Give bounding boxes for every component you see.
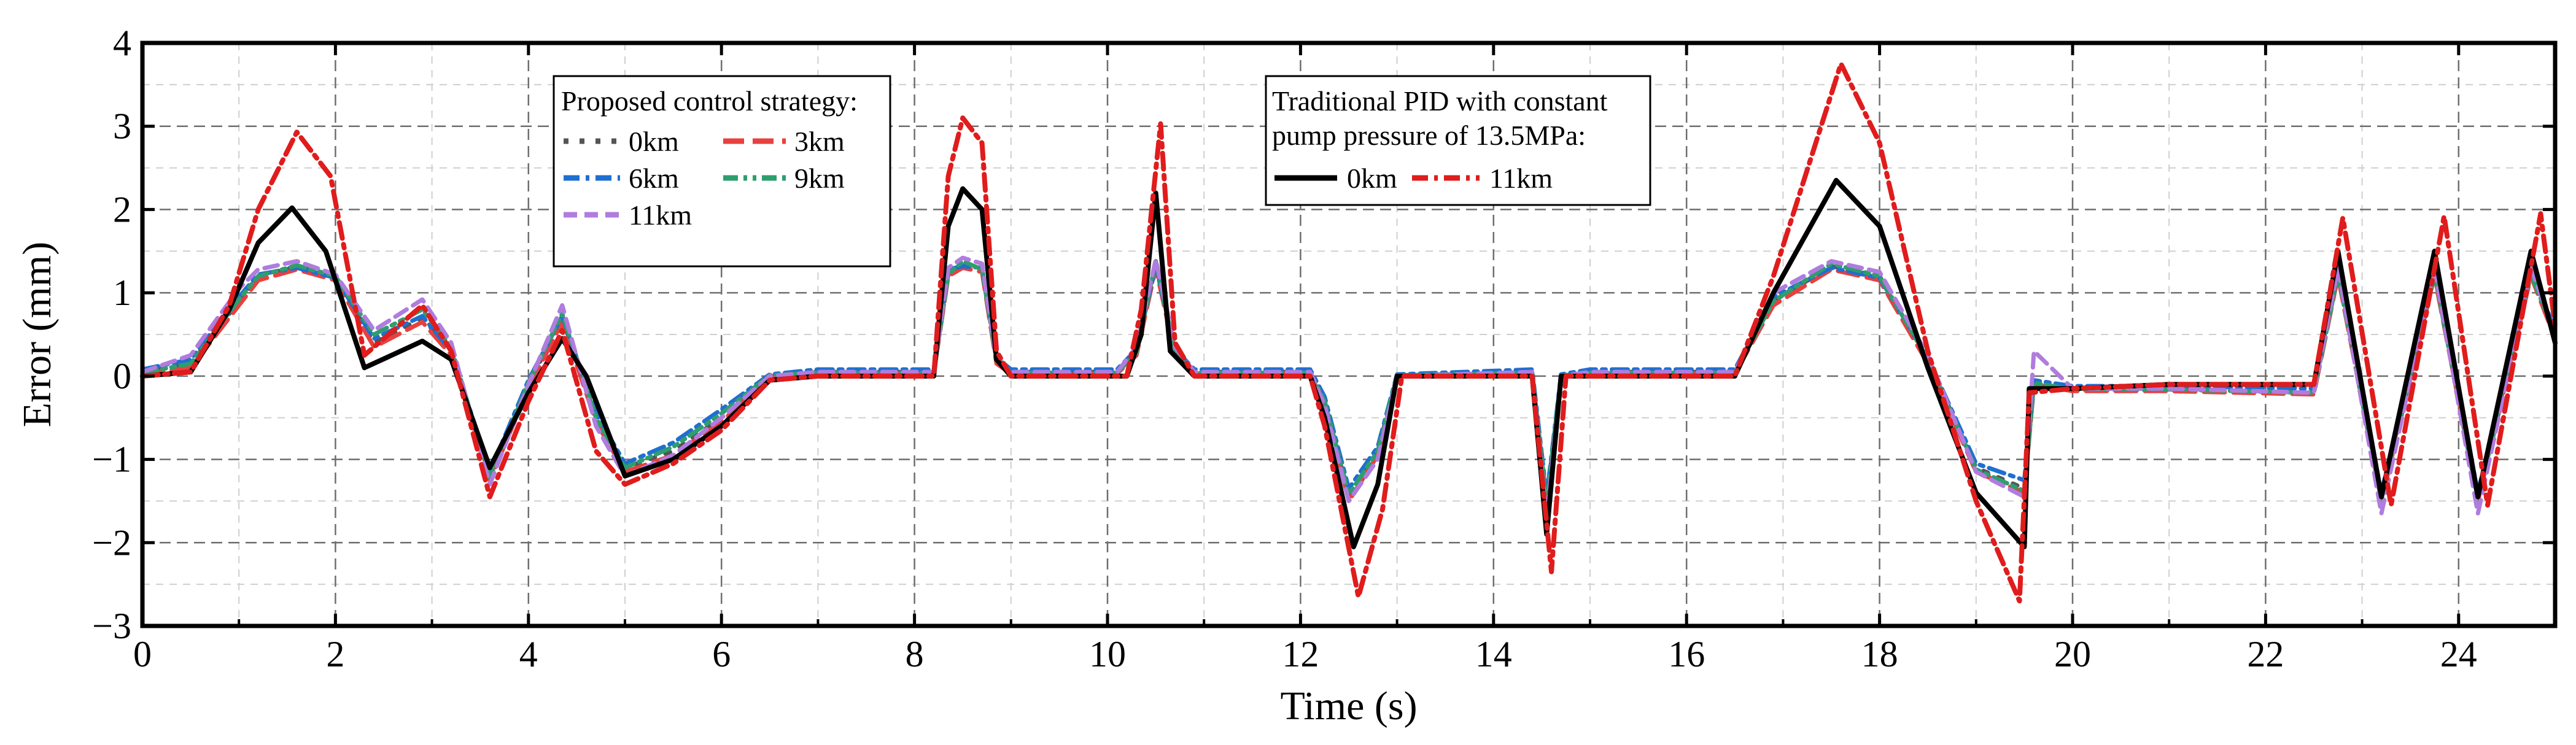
y-tick-label: 3	[113, 106, 131, 147]
x-tick-label: 12	[1282, 634, 1319, 674]
legend-pid-11km-label: 11km	[1489, 163, 1553, 194]
x-tick-label: 24	[2440, 634, 2477, 674]
legend-proposed-box	[553, 75, 891, 268]
y-tick-label: −1	[92, 439, 131, 480]
legend-proposed-3km-label: 3km	[794, 126, 845, 157]
x-tick-label: 0	[133, 634, 152, 674]
legend-pid-box	[1265, 75, 1651, 206]
x-tick-label: 4	[519, 634, 538, 674]
series-line-pid-11km	[140, 61, 2558, 604]
y-tick-label: 0	[113, 356, 131, 396]
x-axis-label: Time (s)	[1280, 684, 1417, 728]
legend-pid-0km-label: 0km	[1347, 163, 1397, 194]
x-tick-label: 14	[1475, 634, 1512, 674]
x-tick-label: 8	[906, 634, 924, 674]
x-tick-label: 6	[712, 634, 731, 674]
legend-proposed-11km-label: 11km	[629, 199, 692, 231]
x-tick-label: 18	[1861, 634, 1898, 674]
y-axis-label: Error (mm)	[15, 242, 60, 427]
y-tick-label: 2	[113, 189, 131, 230]
y-tick-label: 4	[113, 23, 131, 63]
series-group	[140, 61, 2558, 604]
y-tick-label: −3	[92, 606, 131, 646]
y-tick-label: 1	[113, 272, 131, 313]
legend-proposed-title: Proposed control strategy:	[561, 85, 858, 117]
legend-pid: Traditional PID with constant pump press…	[1265, 75, 1651, 206]
x-tick-label: 10	[1089, 634, 1126, 674]
legend-proposed-9km-label: 9km	[794, 163, 845, 194]
plot-frame	[140, 41, 2558, 628]
legend-pid-title-line1: Traditional PID with constant	[1272, 85, 1608, 117]
legend-proposed-6km-label: 6km	[629, 163, 679, 194]
legend-proposed-0km-label: 0km	[629, 126, 679, 157]
series-line-pid-0km	[140, 177, 2558, 550]
x-tick-label: 2	[326, 634, 344, 674]
legend-proposed: Proposed control strategy: 0km 3km 6km 9…	[553, 75, 891, 268]
x-tick-label: 16	[1668, 634, 1705, 674]
x-tick-label: 22	[2247, 634, 2284, 674]
x-tick-label: 20	[2054, 634, 2091, 674]
legend-pid-title-line2: pump pressure of 13.5MPa:	[1272, 120, 1586, 151]
y-tick-label: −2	[92, 522, 131, 563]
